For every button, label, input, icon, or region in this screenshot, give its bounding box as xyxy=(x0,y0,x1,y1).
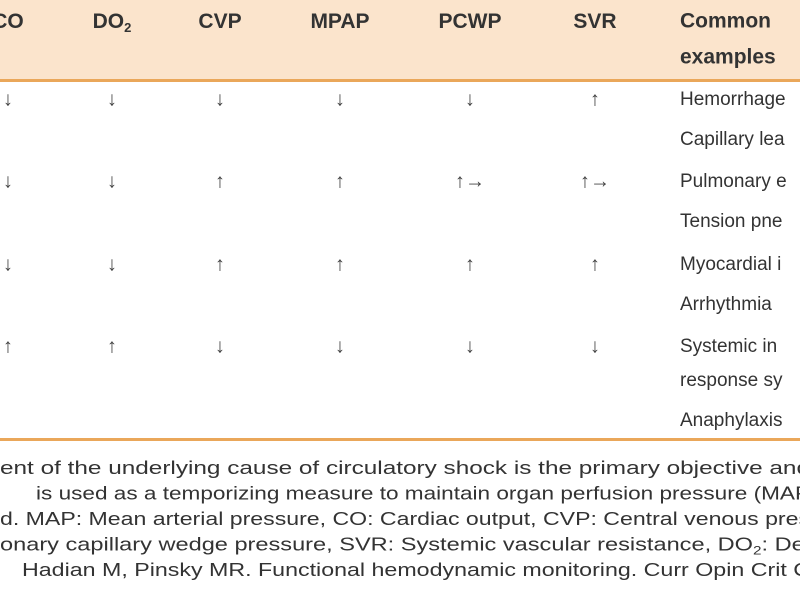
cell-arrow: ↑ xyxy=(215,170,225,192)
example-text: Hemorrhage xyxy=(680,89,786,110)
cell-arrow: ↓ xyxy=(215,335,225,357)
footnote-line: is used as a temporizing measure to main… xyxy=(36,482,800,503)
cell-arrow: ↓ xyxy=(335,88,345,110)
header-text: PCWP xyxy=(439,10,502,33)
cell-arrow: ↓ xyxy=(3,253,13,275)
footnote-text: ent of the underlying cause of circulato… xyxy=(0,457,800,478)
footnote-line: ent of the underlying cause of circulato… xyxy=(0,457,800,478)
header-band xyxy=(0,0,800,80)
footnote-line: d. MAP: Mean arterial pressure, CO: Card… xyxy=(0,508,800,529)
cell-arrow: ↑ xyxy=(465,253,475,275)
cell-arrow: ↑→ xyxy=(455,170,485,192)
column-header: Common xyxy=(680,10,771,33)
example-text: Capillary lea xyxy=(680,129,785,150)
footnote-text: : Del xyxy=(762,533,800,554)
cell-arrow: ↓ xyxy=(465,88,475,110)
cell-arrow: ↑ xyxy=(335,253,345,275)
cell-arrow: ↓ xyxy=(107,170,117,192)
column-header: CO xyxy=(0,10,24,33)
cell-arrow: ↑ xyxy=(335,170,345,192)
header-text: DO xyxy=(93,10,125,33)
cell-arrow: ↓ xyxy=(215,88,225,110)
column-header: CVP xyxy=(198,10,241,33)
table-bottom-rule xyxy=(0,438,800,441)
footnote-subscript: 2 xyxy=(753,544,762,558)
example-text: Tension pne xyxy=(680,211,782,232)
column-header: SVR xyxy=(573,10,616,33)
cell-arrow: ↓ xyxy=(3,170,13,192)
cell-arrow: ↓ xyxy=(465,335,475,357)
cell-arrow: ↓ xyxy=(107,88,117,110)
cell-arrow: ↓ xyxy=(335,335,345,357)
cell-arrow: ↓ xyxy=(590,335,600,357)
header-text: CO xyxy=(0,10,24,33)
cell-arrow: ↑ xyxy=(107,335,117,357)
footnote-line: onary capillary wedge pressure, SVR: Sys… xyxy=(0,533,800,557)
footnote-text: is used as a temporizing measure to main… xyxy=(36,482,800,503)
example-text: Myocardial i xyxy=(680,254,781,275)
header-subscript: 2 xyxy=(124,20,131,35)
cell-arrow: ↑ xyxy=(215,253,225,275)
cell-arrow: ↓ xyxy=(107,253,117,275)
column-header: examples xyxy=(680,46,776,69)
column-header: MPAP xyxy=(310,10,369,33)
footnote-text: onary capillary wedge pressure, SVR: Sys… xyxy=(0,533,753,554)
content: CODO2CVPMPAPPCWPSVRCommonexamples↓↓↓↓↓↑H… xyxy=(0,10,800,580)
cell-arrow: ↑ xyxy=(3,335,13,357)
cell-arrow: ↑→ xyxy=(580,170,610,192)
footnote-text: Hadian M, Pinsky MR. Functional hemodyna… xyxy=(22,559,800,580)
example-text: Anaphylaxis xyxy=(680,410,782,431)
header-text: CVP xyxy=(198,10,241,33)
header-rule xyxy=(0,79,800,82)
header-text: MPAP xyxy=(310,10,369,33)
column-header: PCWP xyxy=(439,10,502,33)
footnote-line: Hadian M, Pinsky MR. Functional hemodyna… xyxy=(22,559,800,580)
cell-arrow: ↓ xyxy=(3,88,13,110)
example-text: response sy xyxy=(680,370,783,391)
example-text: Systemic in xyxy=(680,336,777,357)
column-header: DO2 xyxy=(93,10,132,36)
cell-arrow: ↑ xyxy=(590,88,600,110)
example-text: Pulmonary e xyxy=(680,171,787,192)
example-text: Arrhythmia xyxy=(680,294,772,315)
footnote-text: d. MAP: Mean arterial pressure, CO: Card… xyxy=(0,508,800,529)
header-text: SVR xyxy=(573,10,616,33)
cell-arrow: ↑ xyxy=(590,253,600,275)
